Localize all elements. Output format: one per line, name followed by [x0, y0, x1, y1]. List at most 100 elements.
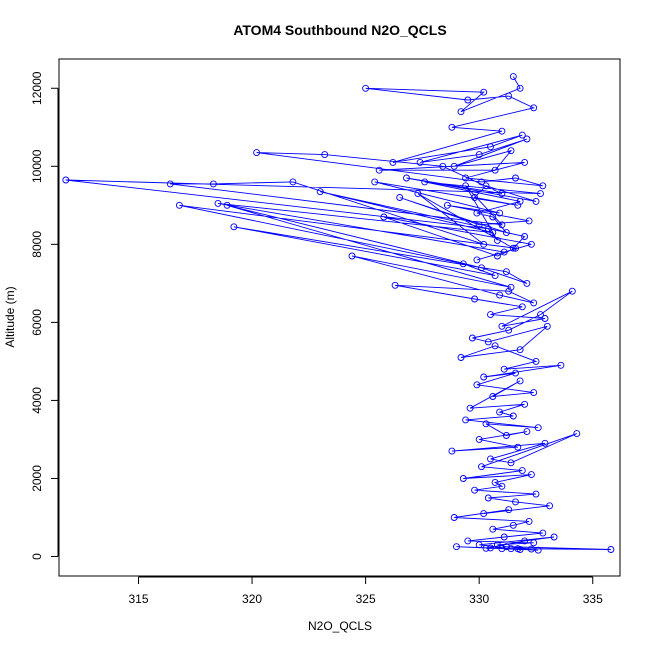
- data-point: [498, 545, 506, 553]
- data-point: [509, 521, 517, 529]
- data-point: [316, 188, 324, 196]
- data-point: [473, 209, 481, 217]
- data-point: [473, 381, 481, 389]
- data-point: [498, 127, 506, 135]
- data-point: [500, 533, 508, 541]
- data-point: [214, 199, 222, 207]
- data-point: [530, 299, 538, 307]
- data-point: [550, 533, 558, 541]
- data-point: [480, 510, 488, 518]
- x-tick-label: 330: [469, 592, 489, 606]
- data-point: [496, 408, 504, 416]
- data-point: [521, 233, 529, 240]
- data-point: [516, 546, 524, 553]
- y-axis-label: Altitude (m): [3, 286, 17, 347]
- data-point: [502, 268, 510, 276]
- data-point: [505, 326, 513, 334]
- data-point: [380, 213, 388, 221]
- series-line: [65, 76, 611, 551]
- data-point: [482, 182, 490, 190]
- data-point: [475, 221, 483, 229]
- data-point: [462, 174, 470, 182]
- data-point: [525, 517, 533, 525]
- data-point: [505, 92, 513, 100]
- data-point: [530, 389, 538, 397]
- data-point: [507, 283, 515, 291]
- data-point: [516, 197, 524, 205]
- data-point: [493, 236, 501, 244]
- data-point: [489, 229, 497, 237]
- data-point: [505, 287, 513, 295]
- data-point: [530, 539, 538, 547]
- data-point: [403, 174, 410, 182]
- data-point: [475, 541, 483, 549]
- data-point: [371, 178, 379, 186]
- data-point: [534, 546, 542, 554]
- data-point: [512, 498, 519, 506]
- data-point: [507, 545, 515, 553]
- data-point: [230, 223, 238, 231]
- data-point: [493, 541, 501, 549]
- data-point: [475, 151, 483, 159]
- data-point: [489, 213, 497, 221]
- x-axis: 315 320 325 330 335: [128, 576, 603, 606]
- data-point: [516, 377, 524, 385]
- data-point: [480, 373, 488, 381]
- data-point: [509, 73, 517, 81]
- data-point: [450, 514, 458, 521]
- x-tick-label: 315: [128, 592, 148, 606]
- data-point: [396, 194, 404, 201]
- data-point: [473, 256, 481, 264]
- y-axis: 0 2000 4000 6000 8000 10000 12000: [30, 71, 59, 560]
- data-point: [516, 84, 524, 92]
- data-point: [498, 221, 506, 229]
- data-point: [498, 190, 506, 198]
- data-point: [450, 162, 458, 170]
- data-point: [521, 537, 529, 545]
- data-point: [505, 506, 513, 514]
- data-point: [541, 315, 549, 322]
- data-point: [448, 447, 456, 455]
- data-point: [480, 240, 488, 248]
- data-point: [489, 525, 497, 533]
- series-layer: [62, 73, 615, 554]
- data-point: [448, 123, 456, 131]
- plot-frame: [58, 58, 621, 577]
- data-point: [493, 252, 501, 260]
- data-point: [439, 162, 447, 170]
- y-tick-label: 6000: [30, 309, 44, 336]
- data-point: [466, 404, 474, 412]
- x-tick-label: 325: [356, 592, 376, 606]
- data-point: [509, 244, 517, 252]
- data-point: [491, 478, 499, 486]
- data-point: [516, 346, 524, 354]
- data-point: [457, 108, 465, 116]
- data-point: [175, 201, 183, 209]
- data-point: [464, 537, 472, 545]
- data-point: [539, 529, 547, 537]
- data-point: [491, 272, 499, 280]
- data-point: [62, 176, 70, 184]
- data-point: [502, 543, 510, 551]
- data-point: [289, 178, 297, 186]
- data-point: [491, 342, 499, 350]
- data-point: [389, 158, 397, 166]
- data-point: [543, 322, 551, 330]
- data-point: [489, 393, 497, 400]
- data-point: [512, 174, 519, 182]
- data-point: [500, 248, 508, 256]
- data-point: [500, 365, 508, 373]
- data-point: [478, 178, 485, 186]
- data-point: [484, 338, 492, 346]
- data-point: [209, 180, 217, 188]
- data-point: [502, 432, 510, 439]
- data-point: [568, 287, 576, 295]
- data-point: [478, 264, 485, 272]
- data-point: [471, 194, 479, 201]
- data-point: [478, 463, 485, 471]
- chart-title: ATOM4 Southbound N2O_QCLS: [233, 22, 446, 38]
- data-point: [534, 424, 542, 432]
- data-point: [521, 158, 529, 166]
- data-point: [487, 143, 494, 151]
